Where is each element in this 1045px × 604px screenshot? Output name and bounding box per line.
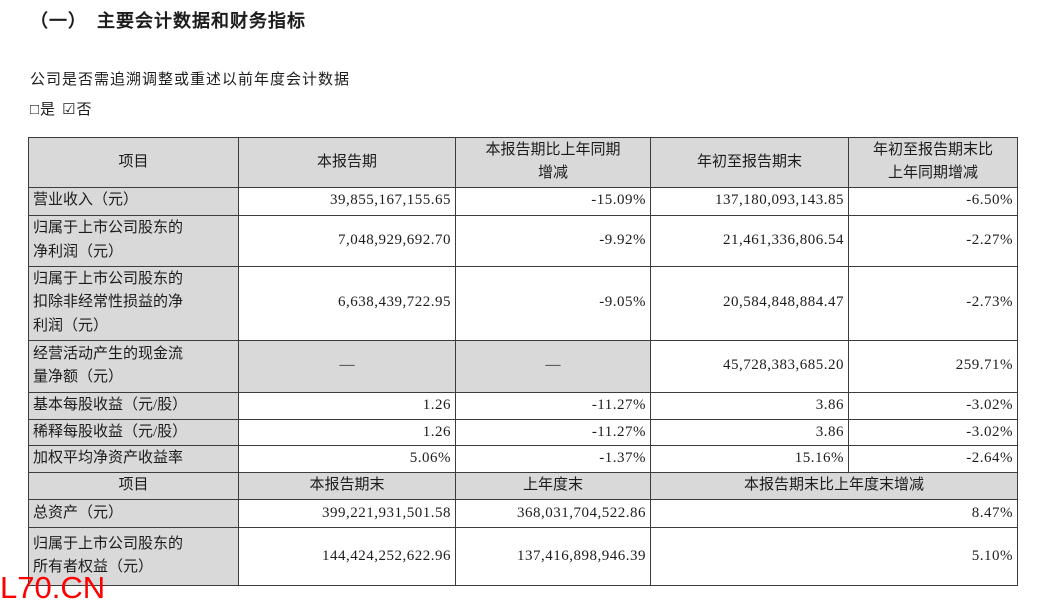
basic-eps-current-change: -11.27% [455, 391, 651, 420]
diluted-eps-ytd: 3.86 [650, 418, 849, 446]
row-owners-equity: 归属于上市公司股东的 所有者权益（元） 144,424,252,622.96 1… [28, 526, 1018, 586]
row-label: 经营活动产生的现金流 量净额（元） [28, 339, 239, 393]
revenue-current: 39,855,167,155.65 [238, 186, 456, 216]
header-ytd-change: 年初至报告期末比 上年同期增减 [848, 137, 1018, 188]
site-watermark: L70.CN [0, 570, 106, 604]
row-net-profit: 归属于上市公司股东的 净利润（元） 7,048,929,692.70 -9.92… [28, 214, 1018, 267]
checkbox-no: ☑否 [62, 102, 93, 118]
header-prior-year-end: 上年度末 [455, 471, 651, 500]
equity-change: 5.10% [650, 526, 1018, 586]
header-item-2: 项目 [28, 471, 239, 500]
header-period-end-change: 本报告期末比上年度末增减 [650, 471, 1018, 500]
roe-current-change: -1.37% [455, 444, 651, 473]
total-assets-change: 8.47% [650, 498, 1018, 528]
net-profit-ytd: 21,461,336,806.54 [650, 214, 849, 267]
row-diluted-eps: 稀释每股收益（元/股） 1.26 -11.27% 3.86 -3.02% [28, 418, 1018, 446]
total-assets-prior-year-end: 368,031,704,522.86 [455, 498, 651, 528]
total-assets-period-end: 399,221,931,501.58 [238, 498, 456, 528]
header-current-period: 本报告期 [238, 137, 456, 188]
basic-eps-ytd-change: -3.02% [848, 391, 1018, 420]
excl-nonrecurring-current-change: -9.05% [455, 265, 651, 341]
restatement-question: 公司是否需追溯调整或重述以前年度会计数据 [30, 72, 351, 88]
net-profit-current-change: -9.92% [455, 214, 651, 267]
checkbox-yes: □是 [30, 102, 57, 118]
cash-flow-ytd: 45,728,383,685.20 [650, 339, 849, 393]
equity-prior-year-end: 137,416,898,946.39 [455, 526, 651, 586]
row-label: 稀释每股收益（元/股） [28, 418, 239, 446]
row-label: 基本每股收益（元/股） [28, 391, 239, 420]
basic-eps-current: 1.26 [238, 391, 456, 420]
row-operating-cash-flow: 经营活动产生的现金流 量净额（元） — — 45,728,383,685.20 … [28, 339, 1018, 393]
diluted-eps-ytd-change: -3.02% [848, 418, 1018, 446]
excl-nonrecurring-ytd-change: -2.73% [848, 265, 1018, 341]
row-weighted-avg-roe: 加权平均净资产收益率 5.06% -1.37% 15.16% -2.64% [28, 444, 1018, 473]
row-label: 归属于上市公司股东的 扣除非经常性损益的净 利润（元） [28, 265, 239, 341]
financial-indicators-table: 项目 本报告期 本报告期比上年同期 增减 年初至报告期末 年初至报告期末比 上年… [28, 137, 1018, 586]
revenue-ytd: 137,180,093,143.85 [650, 186, 849, 216]
table-header-period: 项目 本报告期 本报告期比上年同期 增减 年初至报告期末 年初至报告期末比 上年… [28, 137, 1018, 188]
revenue-ytd-change: -6.50% [848, 186, 1018, 216]
roe-current: 5.06% [238, 444, 456, 473]
equity-period-end: 144,424,252,622.96 [238, 526, 456, 586]
row-label: 总资产（元） [28, 498, 239, 528]
basic-eps-ytd: 3.86 [650, 391, 849, 420]
row-total-assets: 总资产（元） 399,221,931,501.58 368,031,704,52… [28, 498, 1018, 528]
row-basic-eps: 基本每股收益（元/股） 1.26 -11.27% 3.86 -3.02% [28, 391, 1018, 420]
header-item: 项目 [28, 137, 239, 188]
restatement-answer: □是 ☑否 [30, 98, 99, 119]
roe-ytd: 15.16% [650, 444, 849, 473]
header-ytd: 年初至报告期末 [650, 137, 849, 188]
excl-nonrecurring-ytd: 20,584,848,884.47 [650, 265, 849, 341]
net-profit-current: 7,048,929,692.70 [238, 214, 456, 267]
header-period-end: 本报告期末 [238, 471, 456, 500]
revenue-current-change: -15.09% [455, 186, 651, 216]
net-profit-ytd-change: -2.27% [848, 214, 1018, 267]
header-current-change: 本报告期比上年同期 增减 [455, 137, 651, 188]
cash-flow-current-change: — [455, 339, 651, 393]
cash-flow-ytd-change: 259.71% [848, 339, 1018, 393]
excl-nonrecurring-current: 6,638,439,722.95 [238, 265, 456, 341]
table-header-period-end: 项目 本报告期末 上年度末 本报告期末比上年度末增减 [28, 471, 1018, 500]
row-label: 营业收入（元） [28, 186, 239, 216]
diluted-eps-current: 1.26 [238, 418, 456, 446]
section-title: （一） 主要会计数据和财务指标 [30, 11, 306, 31]
row-label: 归属于上市公司股东的 净利润（元） [28, 214, 239, 267]
roe-ytd-change: -2.64% [848, 444, 1018, 473]
row-label: 归属于上市公司股东的 所有者权益（元） [28, 526, 239, 586]
row-operating-revenue: 营业收入（元） 39,855,167,155.65 -15.09% 137,18… [28, 186, 1018, 216]
row-label: 加权平均净资产收益率 [28, 444, 239, 473]
row-net-profit-excl-nonrecurring: 归属于上市公司股东的 扣除非经常性损益的净 利润（元） 6,638,439,72… [28, 265, 1018, 341]
diluted-eps-current-change: -11.27% [455, 418, 651, 446]
cash-flow-current: — [238, 339, 456, 393]
